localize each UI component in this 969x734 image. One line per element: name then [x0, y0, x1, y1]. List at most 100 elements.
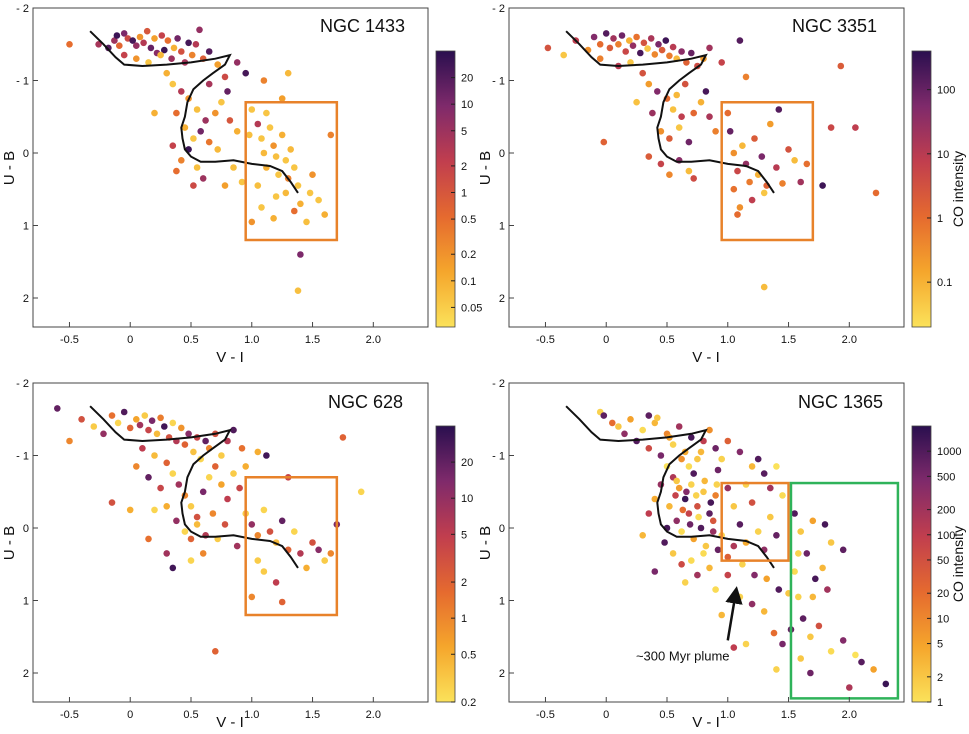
data-point [661, 539, 668, 546]
data-point [754, 455, 762, 463]
data-point [645, 80, 653, 88]
data-point [681, 80, 689, 88]
y-tick-label: - 2 [492, 378, 505, 390]
data-point [126, 424, 134, 432]
data-point [709, 528, 717, 535]
data-point [645, 510, 653, 517]
data-point [218, 98, 225, 106]
data-point [560, 51, 567, 59]
x-axis-ticks: -0.5 0 0.5 1.0 1.5 2.0 [536, 322, 857, 346]
data-point [108, 499, 116, 506]
data-point [151, 35, 158, 42]
data-point [111, 37, 118, 44]
data-point [797, 528, 804, 535]
data-point [692, 492, 700, 499]
data-point [681, 495, 689, 503]
data-point [315, 546, 322, 554]
data-point [669, 550, 677, 557]
data-point [78, 416, 85, 423]
data-point [168, 55, 175, 62]
data-point [254, 448, 262, 456]
data-point [779, 180, 786, 187]
data-point [739, 142, 746, 149]
data-point [178, 157, 185, 164]
data-point [797, 178, 804, 186]
colorbar-tick-label: 2 [937, 672, 943, 684]
data-point [639, 69, 646, 77]
y-tick-label: 2 [23, 668, 29, 680]
data-point [205, 474, 213, 481]
x-tick-label: 1.0 [720, 709, 735, 721]
data-point [882, 680, 890, 688]
panel-ngc628: -0.5 0 0.5 1.0 1.5 2.0 - 2 - 1 0 1 2 NGC 628 V - … [1, 378, 476, 731]
colorbar-tick-label: 10 [461, 493, 473, 505]
data-point [294, 182, 302, 189]
data-point [712, 586, 719, 593]
data-point [145, 535, 152, 543]
x-tick-label: 2.0 [366, 709, 381, 721]
data-point [827, 648, 835, 655]
colorbar-tick-label: 0.5 [461, 214, 476, 226]
data-point [226, 117, 234, 124]
data-point [666, 52, 673, 60]
data-point [706, 564, 713, 572]
data-point [263, 109, 270, 117]
data-point [139, 445, 146, 452]
data-point [651, 419, 659, 427]
y-tick-label: - 1 [16, 451, 29, 463]
data-point [190, 135, 197, 142]
data-point [700, 550, 707, 557]
y-axis-ticks: - 2 - 1 0 1 2 [492, 378, 514, 680]
colorbar-tick-label: 200 [937, 505, 955, 517]
y-tick-label: - 2 [492, 3, 505, 15]
data-point [153, 430, 161, 438]
x-tick-label: 1.5 [305, 334, 320, 346]
orange-selection-box [720, 101, 815, 242]
y-axis-ticks: - 2 - 1 0 1 2 [16, 378, 38, 680]
data-point [690, 109, 697, 117]
data-point [701, 477, 708, 485]
data-point [724, 553, 732, 561]
colorbar-tick-label: 0.05 [461, 302, 482, 314]
data-point [654, 88, 661, 95]
x-tick-label: 2.0 [842, 334, 857, 346]
data-point [779, 492, 786, 499]
data-point [812, 575, 819, 583]
data-point [187, 503, 195, 510]
data-point [736, 593, 744, 601]
y-axis-ticks: - 2 - 1 0 1 2 [492, 3, 514, 305]
data-point [651, 51, 659, 58]
data-point [627, 59, 634, 66]
data-point [767, 513, 774, 521]
data-point [697, 98, 705, 106]
data-point [190, 448, 197, 456]
data-point [114, 419, 122, 427]
data-point [233, 128, 241, 135]
data-point [734, 211, 741, 218]
data-point [254, 532, 262, 539]
y-tick-label: - 2 [16, 378, 29, 390]
data-point [669, 43, 677, 51]
x-tick-label: 0.5 [659, 709, 674, 721]
data-point [712, 445, 719, 452]
data-point [224, 88, 231, 95]
data-point [730, 503, 738, 510]
data-point [773, 463, 780, 470]
data-point [116, 42, 123, 49]
data-point [270, 142, 277, 149]
data-point [683, 59, 690, 66]
data-point [688, 481, 695, 488]
data-point [734, 167, 741, 175]
colorbar-tick-label: 20 [461, 73, 473, 85]
panel-title: NGC 3351 [792, 16, 877, 36]
data-point [846, 684, 853, 691]
data-point [697, 524, 705, 532]
data-point [248, 521, 256, 528]
data-point [242, 69, 249, 77]
data-point [678, 113, 685, 120]
data-point [600, 138, 608, 146]
data-point [702, 542, 710, 550]
data-point [618, 32, 626, 39]
data-point [760, 470, 768, 477]
